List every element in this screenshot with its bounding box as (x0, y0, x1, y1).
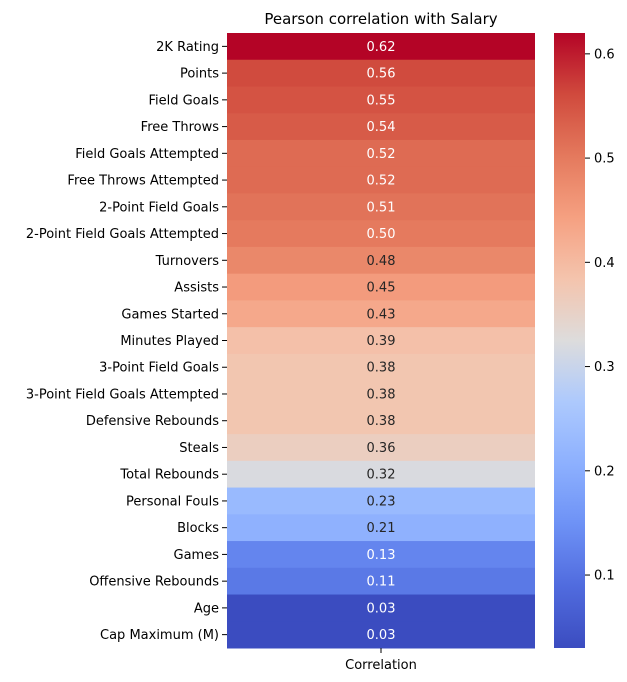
heatmap-cell (227, 514, 535, 542)
heatmap-cell (227, 380, 535, 408)
y-axis-tick-label: Personal Fouls (126, 494, 219, 509)
y-axis-tick-label: Offensive Rebounds (89, 575, 219, 590)
heatmap-cell (227, 193, 535, 221)
cell-value-label: 0.21 (367, 521, 396, 536)
heatmap-cell (227, 327, 535, 355)
y-axis-tick-label: 2-Point Field Goals (99, 200, 219, 215)
cell-value-label: 0.52 (367, 174, 396, 189)
y-axis-tick-label: Field Goals Attempted (75, 147, 219, 162)
heatmap-cell (227, 166, 535, 194)
cell-value-label: 0.55 (367, 93, 396, 108)
y-axis-tick-label: Defensive Rebounds (86, 414, 219, 429)
heatmap-cell (227, 33, 535, 61)
cell-value-label: 0.38 (367, 414, 396, 429)
chart-title: Pearson correlation with Salary (264, 10, 497, 28)
heatmap-cell (227, 59, 535, 87)
cell-value-label: 0.03 (367, 601, 396, 616)
cell-value-label: 0.51 (367, 200, 396, 215)
cell-value-label: 0.13 (367, 548, 396, 563)
colorbar-tick-label: 0.4 (594, 256, 615, 271)
heatmap-cell (227, 487, 535, 515)
y-axis-tick-label: 3-Point Field Goals (99, 361, 219, 376)
heatmap-cell (227, 86, 535, 114)
cell-value-label: 0.36 (367, 441, 396, 456)
heatmap-cell (227, 139, 535, 168)
cell-value-label: 0.11 (367, 575, 396, 590)
colorbar: 0.1 0.2 0.3 0.4 0.5 0.6 (554, 33, 615, 648)
heatmap-cell (227, 460, 535, 489)
colorbar-gradient (554, 33, 585, 648)
y-axis-tick-label: Games (174, 548, 220, 563)
cell-value-label: 0.38 (367, 361, 396, 376)
y-axis-tick-label: 2-Point Field Goals Attempted (26, 227, 219, 242)
colorbar-tick-label: 0.1 (594, 569, 615, 584)
y-axis-tick-label: 2K Rating (156, 40, 219, 55)
y-axis-tick-label: Games Started (121, 307, 219, 322)
y-axis-tick-label: Cap Maximum (M) (100, 628, 219, 643)
cell-value-label: 0.48 (367, 254, 396, 269)
heatmap-cell (227, 567, 535, 596)
cell-value-label: 0.38 (367, 387, 396, 402)
y-axis-tick-label: Assists (174, 281, 219, 296)
y-axis-tick-label: Points (180, 67, 219, 82)
heatmap-cell (227, 407, 535, 435)
cell-value-label: 0.23 (367, 494, 396, 509)
y-axis-tick-label: Free Throws Attempted (67, 174, 219, 189)
y-axis-tick-label: Minutes Played (120, 334, 219, 349)
cell-value-label: 0.43 (367, 307, 396, 322)
heatmap-rows: 0.62 2K Rating 0.56 Points 0.55 Field Goals 0.… (26, 33, 535, 649)
cell-value-label: 0.56 (367, 67, 396, 82)
y-axis-tick-label: Free Throws (141, 120, 220, 135)
heatmap-cell (227, 621, 535, 649)
cell-value-label: 0.45 (367, 281, 396, 296)
heatmap-cell (227, 594, 535, 622)
colorbar-tick-label: 0.3 (594, 360, 615, 375)
cell-value-label: 0.50 (367, 227, 396, 242)
colorbar-tick-label: 0.5 (594, 152, 615, 167)
heatmap-cell (227, 434, 535, 462)
y-axis-tick-label: Blocks (177, 521, 219, 536)
cell-value-label: 0.03 (367, 628, 396, 643)
x-axis-tick-label: Correlation (345, 658, 417, 673)
cell-value-label: 0.39 (367, 334, 396, 349)
y-axis-tick-label: Field Goals (148, 93, 219, 108)
cell-value-label: 0.62 (367, 40, 396, 55)
colorbar-tick-label: 0.2 (594, 464, 615, 479)
y-axis-tick-label: Total Rebounds (119, 468, 219, 483)
y-axis-tick-label: Turnovers (155, 254, 220, 269)
heatmap-cell (227, 353, 535, 382)
y-axis-tick-label: Steals (179, 441, 219, 456)
cell-value-label: 0.52 (367, 147, 396, 162)
heatmap-cell (227, 113, 535, 141)
cell-value-label: 0.32 (367, 468, 396, 483)
y-axis-tick-label: Age (194, 601, 219, 616)
heatmap-cell (227, 273, 535, 301)
colorbar-tick-label: 0.6 (594, 47, 615, 62)
heatmap-cell (227, 541, 535, 569)
heatmap-cell (227, 300, 535, 328)
heatmap-cell (227, 220, 535, 248)
y-axis-tick-label: 3-Point Field Goals Attempted (26, 387, 219, 402)
heatmap-cell (227, 246, 535, 275)
cell-value-label: 0.54 (367, 120, 396, 135)
